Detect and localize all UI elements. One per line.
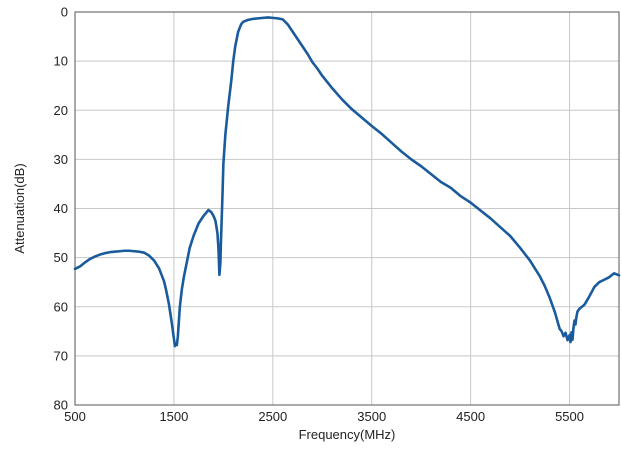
grid-lines [75, 12, 619, 405]
y-tick-label: 50 [54, 250, 68, 265]
y-tick-label: 0 [61, 5, 68, 20]
x-tick-label: 4500 [456, 409, 485, 424]
y-tick-label: 10 [54, 54, 68, 69]
y-tick-label: 40 [54, 201, 68, 216]
x-tick-label: 1500 [159, 409, 188, 424]
x-tick-label: 2500 [258, 409, 287, 424]
y-tick-label: 60 [54, 299, 68, 314]
x-tick-label: 3500 [357, 409, 386, 424]
plot-frame [74, 11, 620, 406]
y-axis-title: Attenuation(dB) [12, 163, 27, 253]
y-tick-label: 70 [54, 348, 68, 363]
x-tick-label: 500 [64, 409, 86, 424]
series-line-0 [73, 16, 621, 348]
x-axis-title: Frequency(MHz) [299, 427, 396, 442]
data-layer [73, 16, 621, 348]
x-tick-label: 5500 [555, 409, 584, 424]
y-tick-label: 30 [54, 152, 68, 167]
y-tick-label: 80 [54, 398, 68, 413]
y-tick-label: 20 [54, 103, 68, 118]
